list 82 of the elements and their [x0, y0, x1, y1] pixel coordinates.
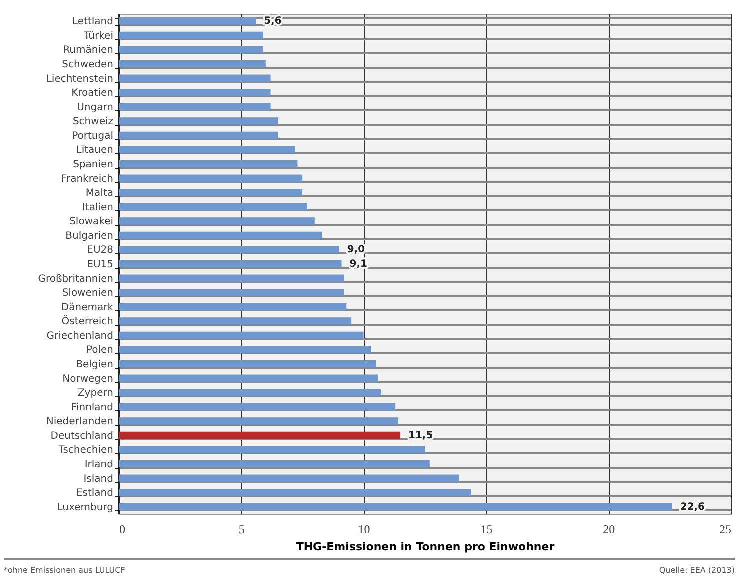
y-tick-label: Spanien — [73, 160, 114, 170]
source-note: Quelle: EEA (2013) — [659, 566, 735, 575]
bar — [119, 432, 401, 439]
y-tick-label: Irland — [84, 460, 114, 470]
bar — [119, 503, 672, 510]
y-tick-label: Estland — [76, 488, 114, 500]
x-tick-label: 10 — [358, 522, 370, 536]
y-tick-label: Island — [84, 474, 114, 485]
bar — [119, 346, 372, 354]
data-label: 22,6 — [680, 502, 705, 513]
bar — [119, 218, 315, 225]
y-tick-label: Kroatien — [72, 88, 114, 100]
bar — [119, 318, 352, 325]
y-tick-label: EU15 — [87, 260, 114, 270]
y-tick-label: Griechenland — [46, 330, 114, 342]
y-tick-label: Österreich — [62, 314, 114, 328]
y-tick-label: Frankreich — [61, 174, 114, 185]
y-tick-label: Polen — [86, 345, 114, 356]
y-tick-label: Niederlanden — [46, 416, 114, 428]
y-tick-label: Großbritannien — [38, 274, 114, 285]
y-tick-label: Slowakei — [70, 216, 114, 228]
y-tick-label: Tschechien — [58, 445, 114, 456]
x-tick-label: 0 — [120, 522, 126, 536]
y-tick-label: Dänemark — [61, 302, 114, 314]
bar — [119, 18, 256, 25]
x-tick-label: 5 — [238, 522, 245, 536]
y-tick-label: Schweden — [62, 60, 114, 70]
y-tick-label: Malta — [86, 188, 114, 200]
bar — [119, 489, 472, 496]
bar — [119, 246, 340, 254]
y-tick-label: Türkei — [82, 30, 114, 42]
y-tick-label: Norwegen — [62, 374, 114, 385]
x-tick-label: 20 — [603, 522, 616, 536]
bar — [119, 232, 322, 239]
bar — [119, 389, 381, 396]
bar — [119, 118, 278, 125]
bar — [119, 289, 344, 296]
bar — [119, 332, 364, 339]
y-tick-label: Luxemburg — [57, 502, 114, 514]
x-tick-label: 25 — [720, 522, 732, 536]
bar — [119, 46, 264, 54]
y-tick-label: Liechtenstein — [46, 74, 114, 85]
y-tick-label: Slowenien — [62, 288, 114, 300]
y-tick-label: Ungarn — [77, 102, 114, 114]
y-tick-label: Bulgarien — [66, 230, 114, 242]
bar — [119, 203, 308, 210]
bar — [119, 274, 344, 282]
bar — [119, 189, 303, 196]
text: *ohne Emissionen aus LULUCF — [4, 566, 126, 575]
y-tick-label: Lettland — [72, 16, 114, 28]
x-tick-label: 15 — [480, 522, 493, 536]
bar — [119, 174, 303, 182]
y-tick-label: EU28 — [87, 245, 114, 256]
y-tick-label: Italien — [82, 202, 114, 214]
data-label: 5,6 — [264, 16, 282, 28]
bar — [119, 403, 396, 410]
bar — [119, 446, 425, 454]
bar — [119, 74, 271, 82]
bar — [119, 374, 378, 382]
bar — [119, 418, 398, 425]
bar — [119, 146, 296, 154]
y-tick-label: Belgien — [76, 360, 114, 370]
bar — [119, 60, 266, 68]
y-tick-label: Finnland — [71, 402, 114, 414]
y-tick-label: Deutschland — [50, 430, 114, 442]
bar — [119, 132, 278, 139]
y-tick-label: Zypern — [78, 388, 114, 400]
bar — [119, 89, 271, 96]
bar — [119, 474, 460, 482]
bar — [119, 160, 298, 168]
bar — [119, 32, 264, 39]
y-tick-label: Portugal — [72, 130, 114, 142]
bar — [119, 303, 347, 310]
y-tick-label: Schweiz — [72, 116, 114, 128]
bar — [119, 260, 342, 268]
bar — [119, 460, 430, 468]
data-label: 11,5 — [408, 430, 434, 442]
x-axis-title: THG-Emissionen in Tonnen pro Einwohner — [296, 540, 556, 554]
y-tick-label: Rumänien — [63, 45, 114, 56]
bar — [119, 103, 271, 110]
bar — [119, 360, 376, 368]
y-tick-label: Litauen — [76, 145, 114, 156]
